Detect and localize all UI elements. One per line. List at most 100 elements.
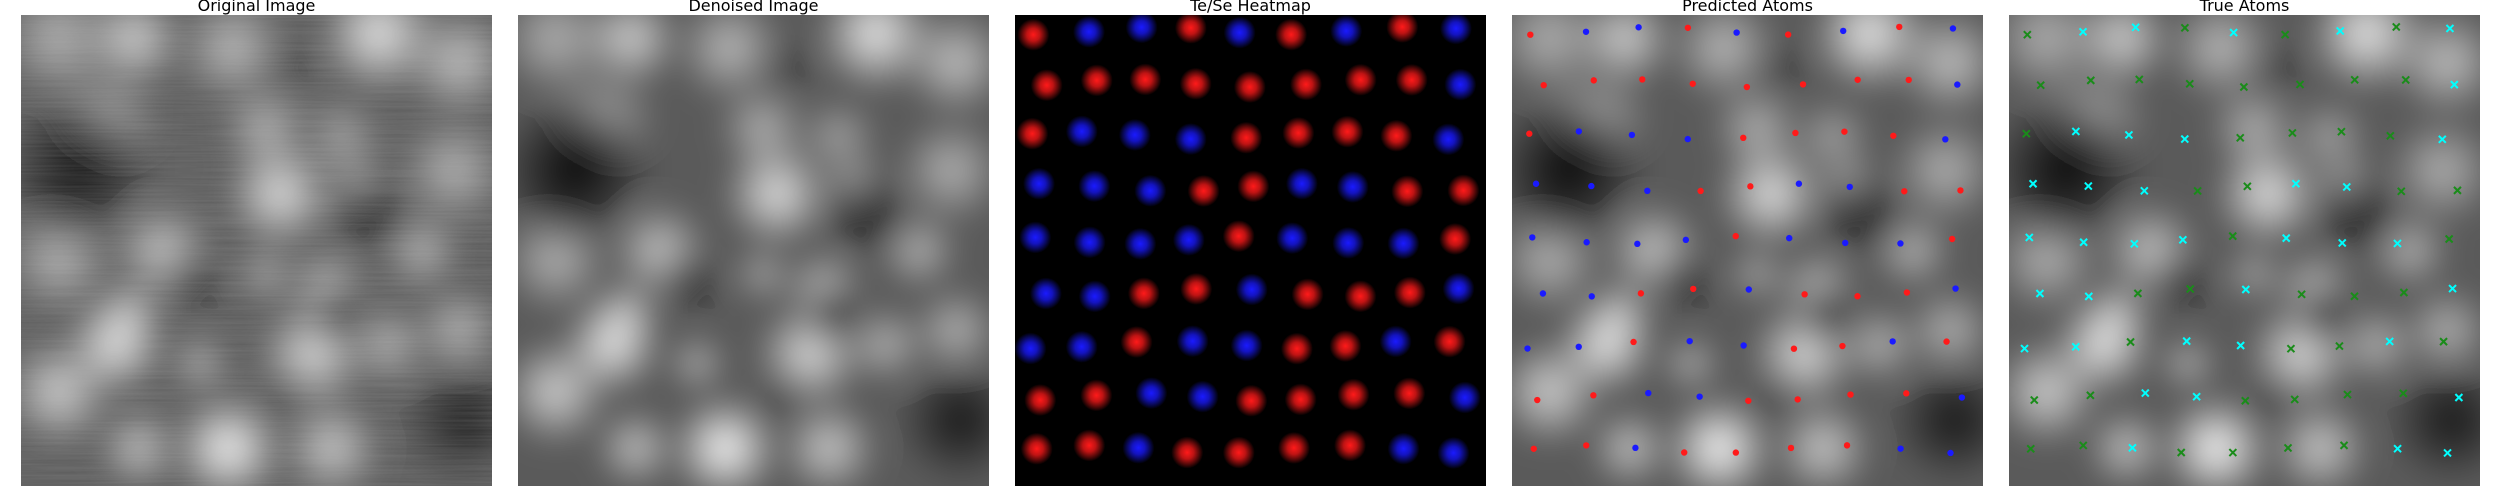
true-atom-species-a [2399,389,2408,398]
se-heat-spot [1078,280,1111,313]
true-atom-species-a [2286,344,2296,353]
te-heat-spot [1174,15,1207,44]
se-heat-spot [1285,167,1318,200]
se-heat-spot [1023,167,1056,200]
te-heat-spot [1187,174,1220,207]
bright-region [593,405,679,486]
true-atom-species-b [2445,24,2455,33]
te-heat-spot [1391,175,1424,208]
true-atom-species-a [2026,444,2035,453]
te-heat-spot [1433,325,1466,358]
true-atom-species-a [2350,75,2359,84]
predicted-te-atom [1745,397,1752,404]
predicted-se-atom [1588,182,1595,190]
true-atom-species-a [2288,128,2297,138]
dark-region [1789,274,1866,350]
predicted-se-atom [1582,28,1590,35]
se-heat-spot [1176,325,1209,358]
true-atom-species-a [2079,441,2088,450]
predicted-se-atom [1575,343,1582,351]
bright-region [1888,113,1983,227]
se-heat-spot [1448,381,1481,414]
te-heat-spot [1344,63,1377,96]
predicted-se-atom [1583,239,1590,246]
true-atom-species-a [2239,82,2249,92]
se-heat-spot [1019,221,1052,254]
predicted-te-atom [1583,442,1590,449]
te-heat-spot [1277,431,1310,464]
predicted-te-atom [1854,76,1861,83]
predicted-te-atom [1896,23,1903,31]
true-atom-species-a [2228,448,2238,457]
true-atom-species-b [2443,448,2452,458]
predicted-se-atom [1635,24,1642,31]
predicted-te-atom [1890,132,1897,139]
predicted-te-atom [1792,129,1799,137]
predicted-se-atom [1952,285,1959,292]
predicted-se-atom [1644,187,1651,195]
te-heat-spot [1179,67,1212,100]
bright-region [664,330,730,397]
true-atom-species-b [2141,388,2150,398]
te-heat-spot [1017,18,1050,51]
predicted-se-atom [1532,180,1540,187]
dark-region [1648,245,1724,322]
denoised-image-title: Denoised Image [688,0,819,15]
bright-region [2399,283,2480,378]
predicted-se-atom [1524,345,1531,352]
scan-noise [21,15,492,486]
predicted-te-atom [1843,442,1851,449]
predicted-te-atom [1854,293,1861,300]
true-atom-species-a [2295,80,2305,89]
bright-region [518,335,613,449]
predicted-te-atom [1943,338,1950,345]
se-heat-spot [1124,227,1157,260]
true-atom-species-a [2399,288,2409,297]
se-heat-spot [1073,226,1106,259]
true-atoms-plot [2009,15,2480,486]
predicted-se-atom [1958,394,1966,401]
se-heat-spot [1235,273,1268,306]
predicted-se-atom [1682,236,1690,244]
predicted-te-atom [1743,83,1751,91]
se-heat-spot [1134,174,1167,207]
se-heat-spot [1122,431,1155,464]
original-image-plot [21,15,492,486]
predicted-se-atom [1575,128,1583,135]
te-heat-spot [1282,116,1315,149]
te-heat-spot [1016,117,1049,150]
bright-region [1902,283,1983,378]
te-heat-spot [1439,222,1472,255]
intensity-field [1512,15,1983,486]
true-atom-species-a [2180,23,2190,33]
predicted-se-atom [1839,27,1847,35]
predicted-se-atom [1645,389,1652,397]
predicted-se-atom [1949,25,1957,32]
bright-region [2211,137,2325,251]
te-heat-spot [1222,436,1255,469]
true-atom-species-b [2335,26,2345,36]
se-heat-spot [1444,68,1477,101]
predicted-te-atom [1790,345,1798,352]
predicted-se-atom [1588,293,1595,300]
predicted-te-atom [1732,449,1740,456]
predicted-te-atom [1690,285,1697,293]
predicted-se-atom [1628,131,1636,139]
predicted-se-atom [1846,183,1853,191]
se-heat-spot [1065,330,1098,363]
dark-region [2244,29,2320,105]
predicted-se-atom [1954,81,1961,88]
true-atom-species-b [2071,342,2080,352]
se-heat-spot [1439,15,1472,45]
true-atom-species-b [2180,134,2189,144]
true-atom-species-b [2450,80,2459,89]
predicted-te-atom [1590,77,1597,84]
true-atom-species-a [2023,30,2032,39]
true-atom-species-a [2086,391,2095,400]
original-image-title: Original Image [197,0,316,15]
predicted-se-atom [1897,240,1904,247]
true-atom-species-a [2453,186,2462,195]
true-atom-species-a [2343,390,2352,399]
te-heat-spot [1280,332,1313,365]
true-atom-species-b [2229,28,2238,37]
